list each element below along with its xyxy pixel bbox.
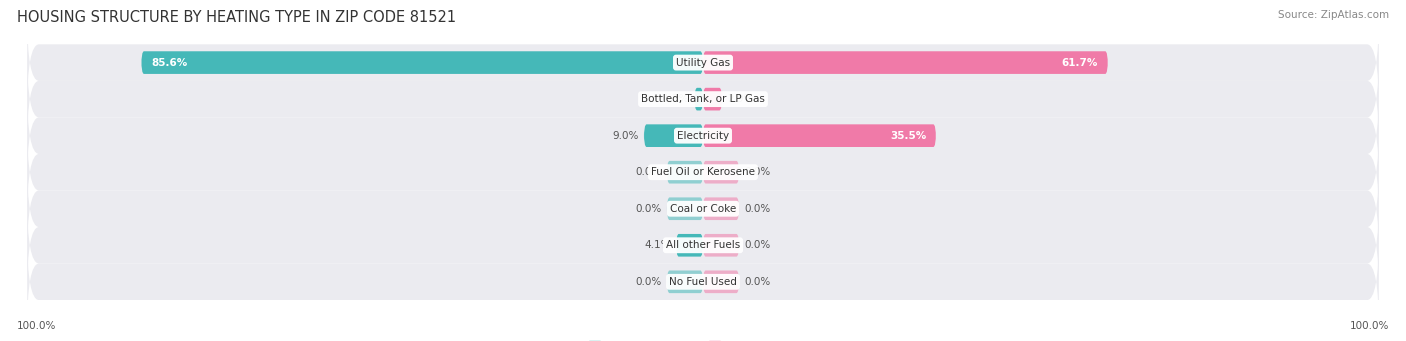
Text: 0.0%: 0.0% [744, 277, 770, 287]
FancyBboxPatch shape [27, 234, 1379, 329]
Text: 0.0%: 0.0% [744, 240, 770, 250]
FancyBboxPatch shape [703, 197, 740, 220]
Text: All other Fuels: All other Fuels [666, 240, 740, 250]
FancyBboxPatch shape [703, 234, 740, 257]
Text: No Fuel Used: No Fuel Used [669, 277, 737, 287]
FancyBboxPatch shape [703, 124, 936, 147]
Text: Fuel Oil or Kerosene: Fuel Oil or Kerosene [651, 167, 755, 177]
FancyBboxPatch shape [676, 234, 703, 257]
FancyBboxPatch shape [27, 125, 1379, 220]
Text: 0.0%: 0.0% [744, 204, 770, 214]
Text: 0.0%: 0.0% [636, 204, 662, 214]
Text: 100.0%: 100.0% [1350, 321, 1389, 331]
Text: Coal or Coke: Coal or Coke [669, 204, 737, 214]
Text: Utility Gas: Utility Gas [676, 58, 730, 68]
Text: Electricity: Electricity [676, 131, 730, 141]
Text: 2.9%: 2.9% [727, 94, 754, 104]
Text: 85.6%: 85.6% [152, 58, 187, 68]
FancyBboxPatch shape [644, 124, 703, 147]
FancyBboxPatch shape [666, 197, 703, 220]
FancyBboxPatch shape [27, 15, 1379, 110]
FancyBboxPatch shape [27, 198, 1379, 293]
FancyBboxPatch shape [142, 51, 703, 74]
FancyBboxPatch shape [695, 88, 703, 110]
Text: Bottled, Tank, or LP Gas: Bottled, Tank, or LP Gas [641, 94, 765, 104]
FancyBboxPatch shape [27, 88, 1379, 183]
Text: HOUSING STRUCTURE BY HEATING TYPE IN ZIP CODE 81521: HOUSING STRUCTURE BY HEATING TYPE IN ZIP… [17, 10, 456, 25]
FancyBboxPatch shape [703, 51, 1108, 74]
Text: 0.0%: 0.0% [636, 277, 662, 287]
Text: 35.5%: 35.5% [890, 131, 927, 141]
Text: 9.0%: 9.0% [613, 131, 638, 141]
Text: 4.1%: 4.1% [644, 240, 671, 250]
Text: 0.0%: 0.0% [744, 167, 770, 177]
Text: 61.7%: 61.7% [1062, 58, 1098, 68]
Text: 100.0%: 100.0% [17, 321, 56, 331]
Text: 1.3%: 1.3% [662, 94, 689, 104]
Text: 0.0%: 0.0% [636, 167, 662, 177]
FancyBboxPatch shape [703, 270, 740, 293]
FancyBboxPatch shape [666, 270, 703, 293]
FancyBboxPatch shape [703, 88, 723, 110]
FancyBboxPatch shape [27, 51, 1379, 147]
FancyBboxPatch shape [666, 161, 703, 183]
Text: Source: ZipAtlas.com: Source: ZipAtlas.com [1278, 10, 1389, 20]
FancyBboxPatch shape [27, 161, 1379, 256]
FancyBboxPatch shape [703, 161, 740, 183]
